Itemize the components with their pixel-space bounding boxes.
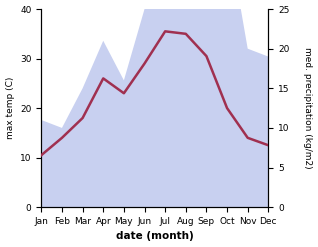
Y-axis label: med. precipitation (kg/m2): med. precipitation (kg/m2) xyxy=(303,47,313,169)
Y-axis label: max temp (C): max temp (C) xyxy=(5,77,15,139)
X-axis label: date (month): date (month) xyxy=(116,231,194,242)
